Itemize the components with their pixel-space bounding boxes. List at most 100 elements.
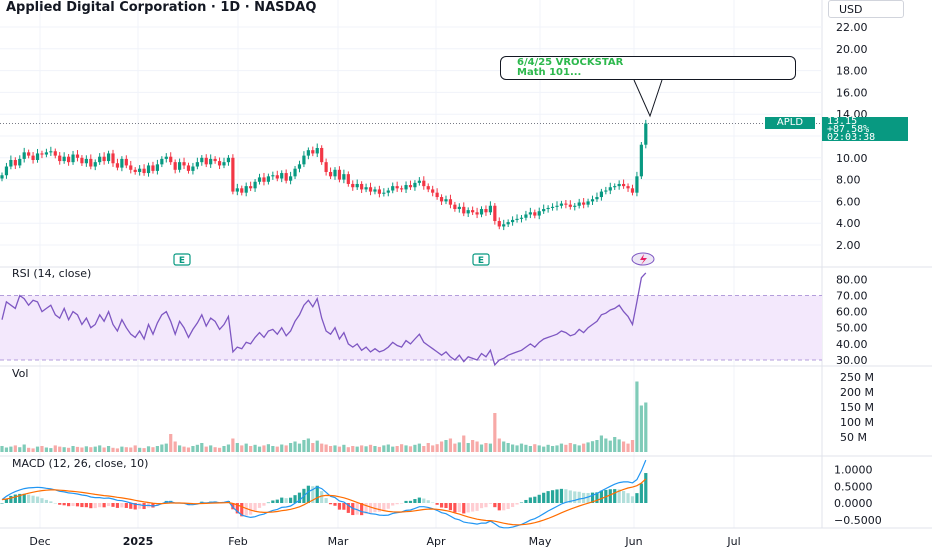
macd-histogram-bar (613, 489, 617, 503)
macd-histogram-bar (479, 503, 484, 509)
candle-body (249, 186, 253, 189)
candle-body (582, 202, 586, 205)
volume-tick-label: 50 M (840, 431, 867, 444)
candle-body (186, 165, 191, 171)
volume-bar (617, 439, 621, 452)
annotation-callout[interactable]: 6/4/25 VROCKSTAR Math 101... (500, 56, 796, 80)
volume-bar (466, 443, 470, 452)
volume-bar (555, 445, 559, 452)
macd-pane-label[interactable]: MACD (12, 26, close, 10) (12, 457, 149, 470)
rsi-tick-label: 80.00 (836, 273, 868, 286)
macd-histogram-bar (404, 500, 408, 503)
volume-bar (257, 446, 262, 452)
candle-body (306, 150, 310, 156)
volume-bar (80, 447, 84, 452)
volume-bar (382, 445, 386, 452)
candle-body (280, 173, 284, 179)
macd-histogram-bar (395, 503, 399, 505)
volume-bar (275, 446, 279, 452)
volume-bar (129, 447, 133, 452)
volume-bar (93, 446, 97, 452)
volume-bar (160, 444, 164, 452)
volume-bar (364, 446, 368, 452)
macd-histogram-bar (559, 488, 564, 503)
volume-bar (395, 446, 399, 452)
volume-bar (49, 448, 53, 452)
macd-histogram-bar (35, 496, 40, 503)
macd-histogram-bar (417, 497, 421, 503)
candle-body (217, 161, 222, 166)
candle-body (555, 205, 559, 207)
volume-pane-label[interactable]: Vol (12, 367, 29, 380)
macd-histogram-bar (644, 473, 648, 503)
macd-histogram-bar (13, 494, 17, 503)
volume-bar (209, 445, 213, 452)
volume-bar (484, 443, 488, 452)
candle-body (93, 162, 97, 167)
candle-body (213, 158, 217, 162)
volume-bar (471, 440, 475, 452)
macd-histogram-bar (346, 503, 350, 513)
volume-bar (622, 441, 626, 452)
volume-tick-label: 250 M (840, 371, 874, 384)
macd-histogram-bar (639, 483, 643, 503)
candle-body (40, 153, 44, 155)
macd-histogram-bar (471, 503, 475, 512)
volume-bar (333, 445, 337, 452)
candle-body (27, 152, 31, 156)
candle-body (604, 190, 608, 192)
candle-body (13, 159, 17, 166)
candle-body (391, 186, 395, 191)
volume-bar (271, 446, 275, 452)
macd-histogram-bar (289, 497, 293, 503)
macd-histogram-bar (235, 503, 239, 514)
macd-histogram-bar (231, 503, 235, 510)
price-tick-label: 20.00 (836, 43, 868, 56)
candle-body (320, 147, 324, 163)
volume-bar (35, 446, 40, 452)
rsi-pane-label[interactable]: RSI (14, close) (12, 267, 92, 280)
currency-selector[interactable]: USD (828, 0, 904, 18)
macd-histogram-bar (249, 503, 253, 515)
macd-histogram-bar (457, 503, 461, 512)
volume-bar (284, 445, 288, 452)
volume-bar (355, 446, 359, 452)
macd-histogram-bar (266, 502, 270, 504)
macd-histogram-bar (537, 494, 541, 503)
macd-histogram-bar (320, 491, 324, 503)
candle-body (542, 209, 546, 212)
volume-bar (67, 447, 71, 452)
macd-histogram-bar (360, 503, 364, 516)
volume-bar (400, 444, 404, 452)
candle-body (635, 176, 639, 193)
candle-body (262, 177, 266, 182)
volume-bar (266, 444, 270, 452)
macd-histogram-bar (617, 489, 621, 503)
candle-body (444, 199, 448, 202)
candle-body (84, 158, 88, 164)
volume-bar (217, 447, 222, 452)
candle-body (22, 152, 26, 159)
volume-bar (417, 443, 421, 452)
volume-bar (22, 444, 26, 452)
volume-bar (386, 444, 390, 452)
macd-histogram-bar (368, 503, 373, 514)
volume-bar (311, 443, 315, 452)
lightning-icon (640, 254, 647, 265)
macd-tick-label: 0.0000 (834, 497, 873, 510)
volume-bar (422, 446, 426, 452)
volume-bar (262, 445, 266, 452)
volume-bar (324, 444, 328, 452)
candle-body (297, 164, 302, 169)
candle-body (568, 204, 572, 207)
volume-bar (346, 447, 350, 452)
volume-bar (315, 440, 319, 452)
volume-bar (75, 446, 80, 452)
volume-bar (18, 447, 22, 452)
volume-bar (226, 444, 231, 452)
volume-bar (475, 441, 479, 452)
macd-histogram-bar (155, 503, 159, 506)
macd-histogram-bar (337, 503, 342, 510)
candle-body (324, 162, 328, 172)
volume-bar (111, 447, 115, 452)
